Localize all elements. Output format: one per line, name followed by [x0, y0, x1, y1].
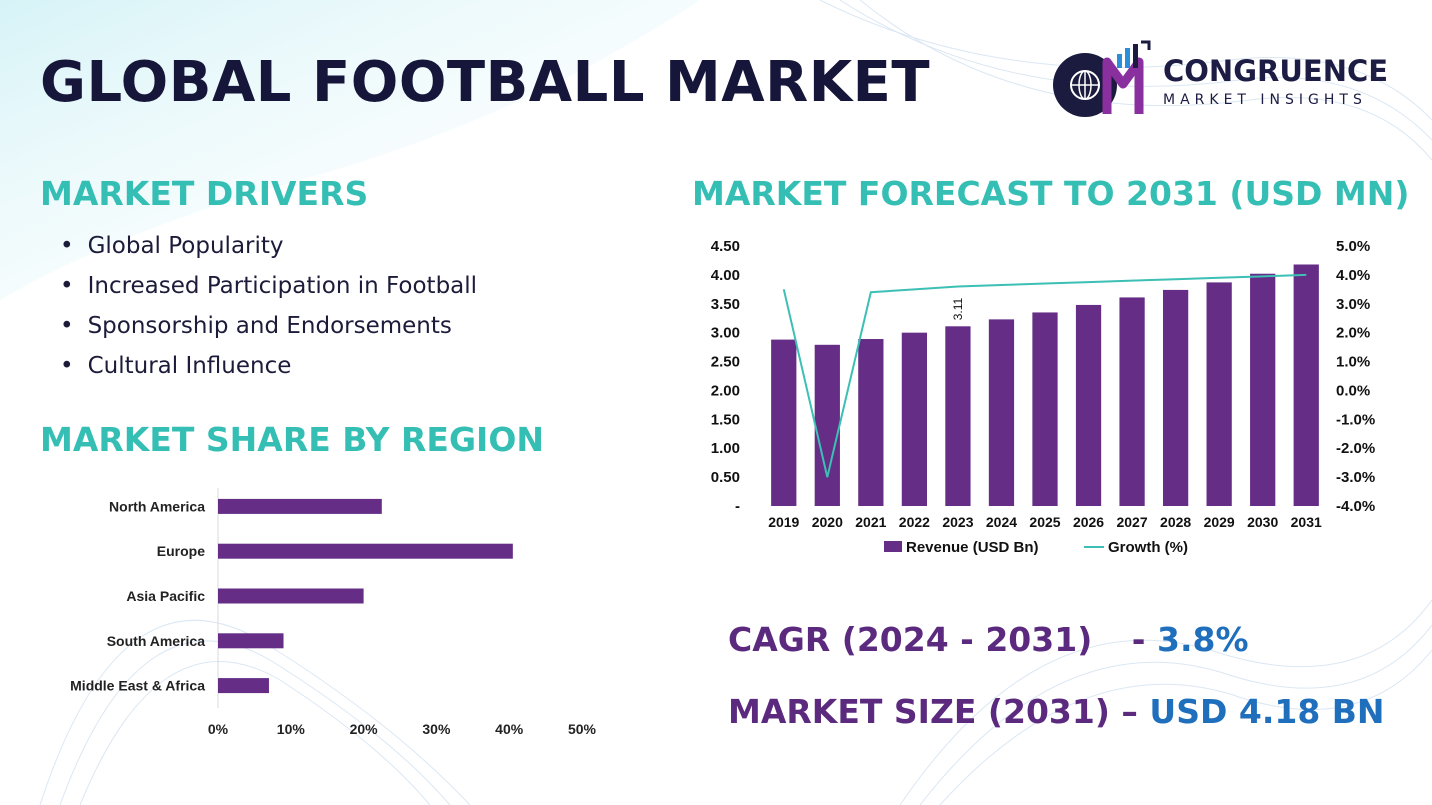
region-share-bar	[218, 543, 513, 559]
revenue-bar	[858, 339, 884, 506]
region-share-bar	[218, 498, 382, 514]
revenue-bar	[1032, 312, 1058, 506]
x-tick-label: 0%	[208, 721, 229, 737]
region-share-bar	[218, 633, 284, 649]
forecast-heading: MARKET FORECAST TO 2031 (USD MN)	[692, 174, 1410, 213]
market-size-value: USD 4.18 BN	[1149, 692, 1385, 731]
growth-line	[782, 273, 1307, 478]
y-tick-label: -	[735, 498, 740, 515]
y2-tick-label: 4.0%	[1336, 267, 1370, 284]
share-heading: MARKET SHARE BY REGION	[40, 420, 544, 459]
x-tick-label: 20%	[350, 721, 379, 737]
revenue-bar	[988, 319, 1015, 506]
legend-revenue-label: Revenue (USD Bn)	[906, 539, 1039, 556]
region-share-bar	[218, 678, 269, 694]
brand-logo: CONGRUENCE MARKET INSIGHTS	[1045, 40, 1395, 120]
y2-tick-label: 2.0%	[1336, 325, 1370, 342]
revenue-bar	[945, 326, 971, 506]
x-tick-label: 50%	[568, 721, 597, 737]
driver-item: Cultural Influence	[60, 348, 477, 388]
y-tick-label: 2.00	[711, 382, 740, 399]
x-tick-label: 2021	[855, 514, 886, 530]
category-label: South America	[107, 633, 205, 649]
revenue-bar	[901, 332, 928, 506]
x-tick-label: 2019	[768, 514, 799, 530]
forecast-chart: - 0.50 1.00 1.50 2.00 2.50 3.00 3.50 4.00 4.50 -4.…	[711, 238, 1375, 556]
category-label: North America	[109, 498, 205, 514]
legend-revenue-swatch	[884, 541, 902, 552]
x-tick-label: 2027	[1116, 514, 1147, 530]
revenue-bar	[771, 339, 797, 506]
y2-tick-label: 0.0%	[1336, 382, 1370, 399]
cagr-stat: CAGR (2024 - 2031) - 3.8%	[728, 620, 1249, 659]
x-tick-label: 2030	[1247, 514, 1278, 530]
y2-tick-label: 5.0%	[1336, 238, 1370, 255]
drivers-list: Global Popularity Increased Participatio…	[60, 228, 477, 388]
y-tick-label: 0.50	[711, 469, 740, 486]
x-tick-label: 10%	[277, 721, 306, 737]
cagr-label: CAGR (2024 - 2031)	[728, 620, 1093, 659]
x-tick-label: 2020	[812, 514, 843, 530]
cagr-separator: -	[1131, 620, 1146, 659]
revenue-bar	[1119, 297, 1145, 506]
region-share-bar	[218, 588, 364, 604]
logo-name: CONGRUENCE	[1163, 54, 1389, 88]
driver-item: Increased Participation in Football	[60, 268, 477, 308]
logo-subtitle: MARKET INSIGHTS	[1163, 92, 1367, 108]
x-tick-label: 40%	[495, 721, 524, 737]
y-tick-label: 1.50	[711, 411, 740, 428]
revenue-bar	[1293, 264, 1319, 506]
x-tick-label: 2025	[1029, 514, 1060, 530]
page-title: GLOBAL FOOTBALL MARKET	[40, 50, 931, 115]
y-tick-label: 4.50	[711, 238, 740, 255]
region-share-chart: North America Europe Asia Pacific South Ame…	[70, 488, 597, 737]
x-tick-label: 2029	[1204, 514, 1235, 530]
revenue-bar	[1206, 282, 1232, 506]
revenue-bar	[814, 344, 840, 506]
x-tick-label: 2026	[1073, 514, 1104, 530]
y-tick-label: 3.00	[711, 325, 740, 342]
y-tick-label: 1.00	[711, 440, 740, 457]
y-tick-label: 2.50	[711, 354, 740, 371]
y2-tick-label: 3.0%	[1336, 296, 1370, 313]
revenue-bar	[1162, 289, 1189, 506]
driver-item: Sponsorship and Endorsements	[60, 308, 477, 348]
x-tick-label: 2022	[899, 514, 930, 530]
logo-mark-icon	[1053, 40, 1151, 117]
driver-item: Global Popularity	[60, 228, 477, 268]
market-size-stat: MARKET SIZE (2031) – USD 4.18 BN	[728, 692, 1385, 731]
y-tick-label: 3.50	[711, 296, 740, 313]
y2-tick-label: -1.0%	[1336, 411, 1375, 428]
category-label: Europe	[157, 543, 205, 559]
x-tick-label: 2023	[942, 514, 973, 530]
x-tick-label: 2028	[1160, 514, 1191, 530]
legend-growth-label: Growth (%)	[1108, 539, 1188, 556]
x-tick-label: 2031	[1291, 514, 1322, 530]
y2-tick-label: -2.0%	[1336, 440, 1375, 457]
market-size-label: MARKET SIZE (2031)	[728, 692, 1110, 731]
cagr-value: 3.8%	[1156, 620, 1249, 659]
y2-tick-label: -4.0%	[1336, 498, 1375, 515]
revenue-bar	[1075, 304, 1102, 506]
revenue-bar	[1250, 273, 1276, 506]
data-label: 3.11	[951, 298, 965, 321]
y2-tick-label: -3.0%	[1336, 469, 1375, 486]
category-label: Middle East & Africa	[70, 678, 205, 694]
market-size-separator: –	[1121, 692, 1138, 731]
x-tick-label: 2024	[986, 514, 1017, 530]
y2-tick-label: 1.0%	[1336, 354, 1370, 371]
x-tick-label: 30%	[422, 721, 451, 737]
drivers-heading: MARKET DRIVERS	[40, 174, 369, 213]
y-tick-label: 4.00	[711, 267, 740, 284]
category-label: Asia Pacific	[126, 588, 205, 604]
